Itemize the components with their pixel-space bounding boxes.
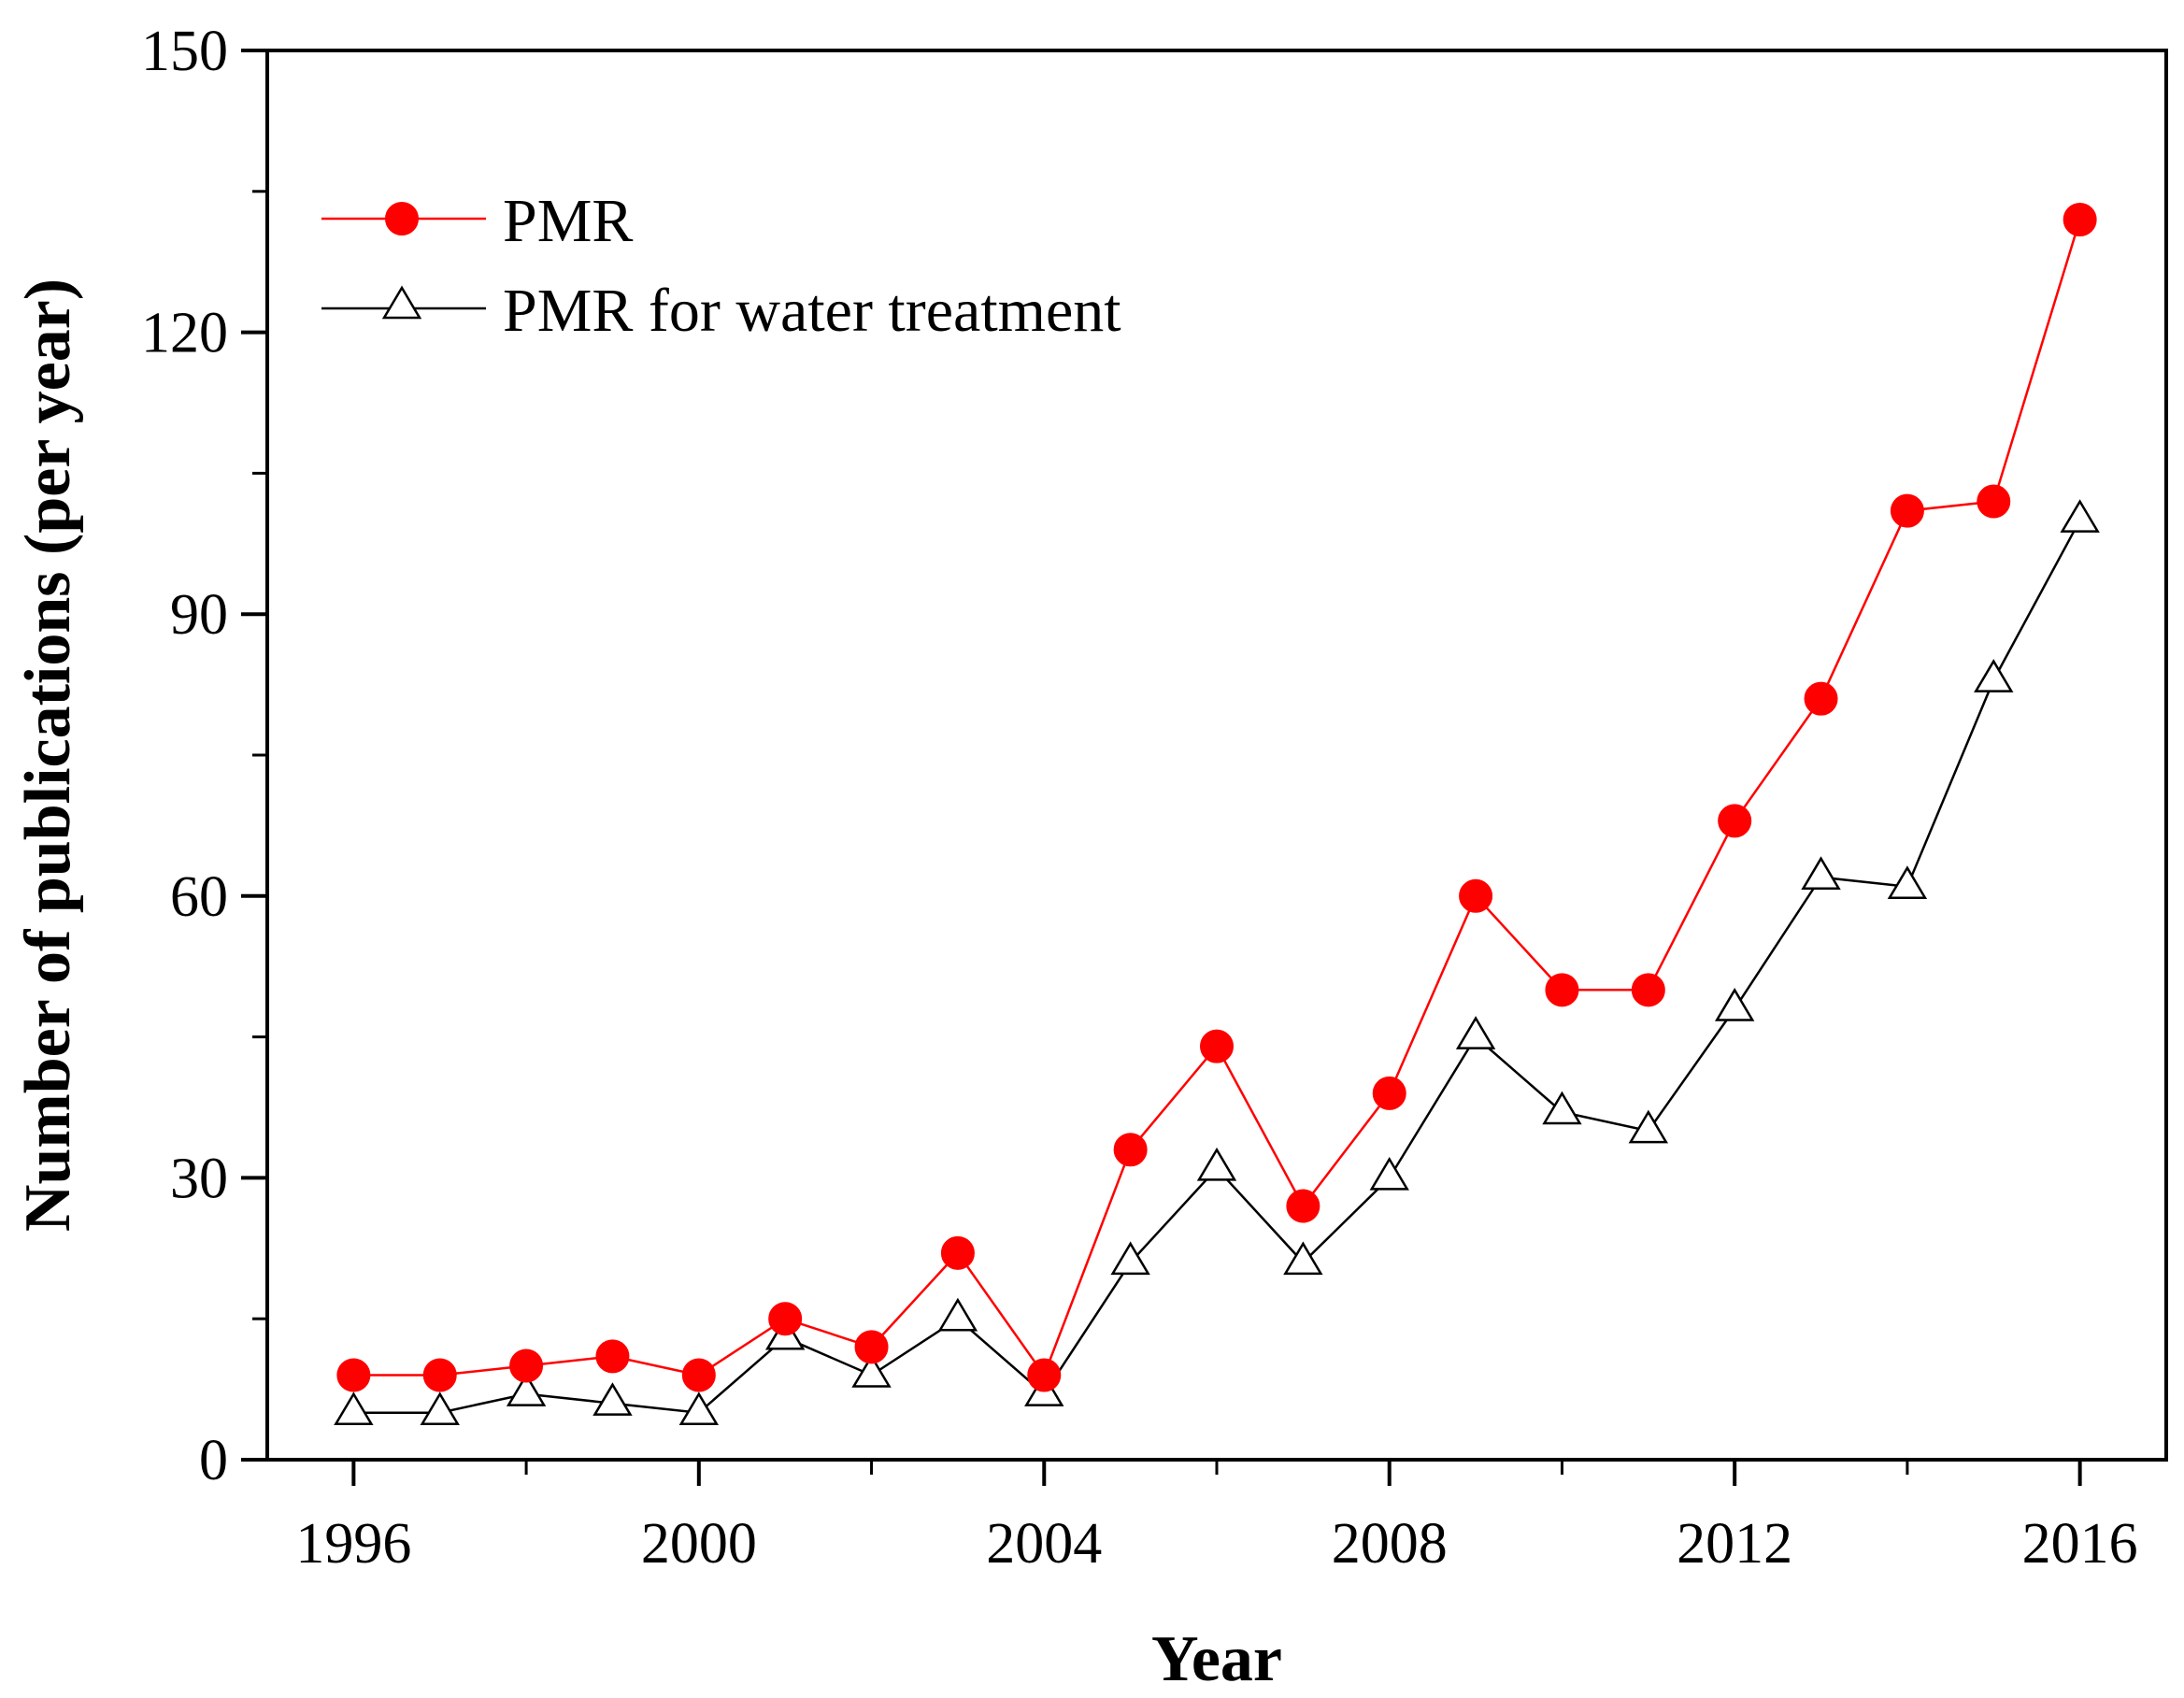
- data-point-pmr: [1113, 1133, 1148, 1167]
- x-tick-label: 2016: [2022, 1512, 2138, 1576]
- tick-layer: [241, 49, 2082, 1486]
- y-tick-label: 30: [170, 1147, 228, 1210]
- y-axis-title: Number of publications (per year): [12, 278, 84, 1232]
- data-point-water-treatment: [506, 1373, 547, 1406]
- data-point-pmr: [509, 1348, 544, 1383]
- legend-water-marker: [381, 285, 422, 320]
- data-point-pmr: [1545, 973, 1579, 1007]
- data-point-pmr: [1286, 1189, 1320, 1223]
- data-point-water-treatment: [1542, 1091, 1582, 1125]
- data-point-water-treatment: [937, 1297, 978, 1332]
- data-point-pmr: [854, 1330, 889, 1364]
- data-point-water-treatment: [1628, 1109, 1669, 1144]
- x-axis-title: Year: [1151, 1623, 1282, 1695]
- legend-water-label: PMR for water treatment: [503, 277, 1121, 345]
- data-point-pmr: [768, 1302, 803, 1336]
- data-point-pmr: [1804, 681, 1838, 716]
- data-point-pmr: [1200, 1029, 1234, 1063]
- data-point-water-treatment: [1283, 1241, 1323, 1276]
- data-point-pmr: [1718, 804, 1752, 838]
- y-tick-label: 0: [199, 1429, 228, 1492]
- x-tick-label: 2000: [641, 1512, 757, 1576]
- legend-pmr-marker: [385, 202, 419, 235]
- legend-pmr-label: PMR: [503, 187, 633, 255]
- data-point-pmr: [422, 1358, 457, 1392]
- data-point-pmr: [1631, 973, 1665, 1007]
- data-point-pmr: [1027, 1358, 1062, 1392]
- data-point-water-treatment: [420, 1391, 460, 1425]
- y-tick-label: 150: [141, 20, 228, 83]
- data-point-pmr: [940, 1235, 975, 1270]
- x-tick-label: 2012: [1677, 1512, 1792, 1576]
- data-point-water-treatment: [1887, 865, 1928, 899]
- data-point-pmr: [336, 1358, 371, 1392]
- plot-frame: [265, 49, 2168, 1462]
- data-point-water-treatment: [1110, 1241, 1150, 1276]
- legend: PMR PMR for water treatment: [321, 187, 1121, 345]
- data-point-pmr: [1977, 484, 2011, 519]
- data-point-water-treatment: [1714, 987, 1755, 1021]
- data-point-pmr: [595, 1339, 630, 1374]
- x-tick-label: 2004: [986, 1512, 1102, 1576]
- x-tick-label: 1996: [295, 1512, 411, 1576]
- data-point-water-treatment: [678, 1391, 720, 1425]
- data-point-water-treatment: [1455, 1016, 1496, 1049]
- series-layer: [334, 202, 2100, 1425]
- data-point-pmr: [1890, 493, 1924, 528]
- data-point-water-treatment: [1196, 1147, 1237, 1181]
- data-point-pmr: [2063, 202, 2097, 236]
- x-tick-label: 2008: [1332, 1512, 1448, 1576]
- y-tick-label: 90: [170, 583, 228, 647]
- data-point-water-treatment: [851, 1354, 892, 1388]
- data-point-pmr: [681, 1358, 716, 1392]
- y-tick-label: 120: [141, 302, 228, 365]
- data-point-water-treatment: [1801, 856, 1841, 890]
- data-point-pmr: [1459, 878, 1493, 913]
- data-point-water-treatment: [1974, 659, 2014, 692]
- data-point-water-treatment: [592, 1382, 633, 1416]
- data-point-pmr: [1372, 1076, 1406, 1110]
- data-point-water-treatment: [334, 1391, 374, 1425]
- y-tick-label: 60: [170, 865, 228, 929]
- data-point-water-treatment: [1369, 1156, 1409, 1191]
- tick-label-layer: 1996 2000 2004 2008 2012 2016 0 30 60 90 120 150: [141, 20, 2138, 1576]
- data-point-water-treatment: [2060, 499, 2100, 533]
